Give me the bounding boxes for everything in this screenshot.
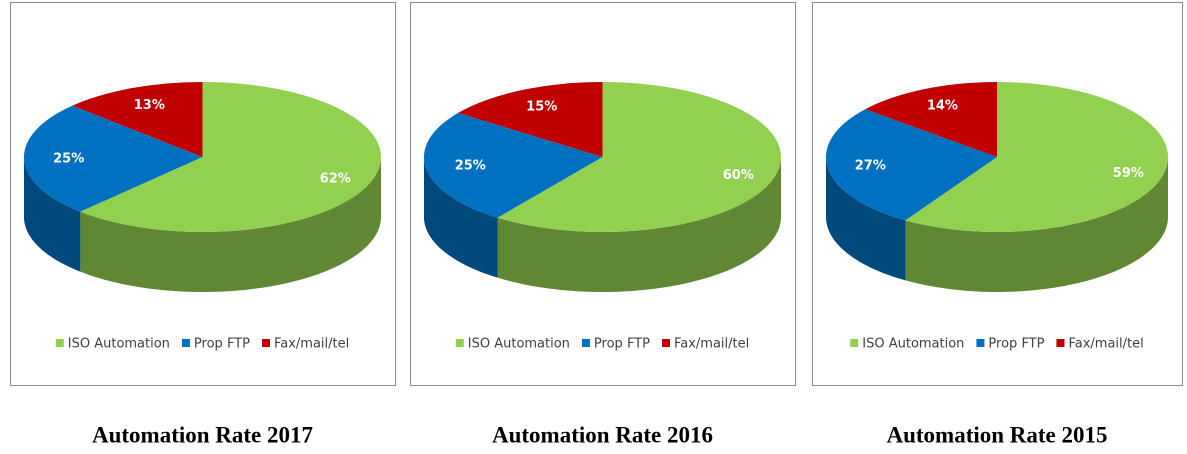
slice-side: [24, 157, 81, 272]
pie-slice: [497, 82, 781, 232]
legend: ISO Automation Prop FTP Fax/mail/tel: [55, 337, 349, 352]
data-label: 62%: [320, 172, 351, 187]
pie-slice: [424, 112, 603, 218]
data-label: 25%: [455, 158, 486, 173]
slice-side: [497, 157, 781, 292]
pie-slice: [865, 82, 997, 157]
legend-swatch: [455, 339, 464, 347]
legend-swatch: [661, 339, 670, 347]
legend: ISO Automation Prop FTP Fax/mail/tel: [850, 337, 1144, 352]
legend-label: Prop FTP: [594, 337, 650, 352]
legend-swatch: [261, 339, 270, 347]
legend-swatch: [1056, 339, 1065, 347]
slice-side-shade: [24, 157, 81, 272]
slice-side-shade: [905, 157, 1168, 292]
pie-slice: [80, 82, 381, 233]
legend-swatch: [581, 339, 590, 347]
data-label: 27%: [855, 158, 886, 173]
chart-title: Automation Rate 2016: [492, 422, 713, 447]
chart-title: Automation Rate 2015: [886, 422, 1107, 447]
legend-label: ISO Automation: [68, 337, 170, 352]
pie-slice: [72, 82, 203, 157]
pie-slice: [458, 82, 603, 157]
slice-side: [424, 157, 498, 278]
data-label: 14%: [927, 99, 958, 114]
data-label: 60%: [723, 168, 754, 183]
pie-slice: [24, 105, 203, 212]
legend: ISO Automation Prop FTP Fax/mail/tel: [455, 337, 749, 352]
pie-slice: [826, 109, 997, 221]
slice-side-shade: [424, 157, 498, 278]
legend-label: Fax/mail/tel: [274, 337, 349, 352]
legend-label: Fax/mail/tel: [1068, 337, 1143, 352]
legend-label: Prop FTP: [988, 337, 1044, 352]
legend-swatch: [55, 339, 64, 347]
legend-label: Prop FTP: [194, 337, 250, 352]
data-label: 25%: [53, 151, 84, 166]
legend-label: Fax/mail/tel: [674, 337, 749, 352]
slice-side-shade: [80, 157, 381, 292]
slice-side-shade: [826, 157, 906, 281]
data-label: 15%: [526, 99, 557, 114]
legend-swatch: [976, 339, 985, 347]
slice-side-shade: [497, 157, 781, 292]
legend-swatch: [850, 339, 859, 347]
data-label: 13%: [134, 98, 165, 113]
data-label: 59%: [1113, 166, 1144, 181]
legend-label: ISO Automation: [468, 337, 570, 352]
chart-title: Automation Rate 2017: [92, 422, 313, 447]
pie-slice: [905, 82, 1168, 233]
slice-side: [826, 157, 906, 281]
slice-side: [905, 157, 1168, 292]
slice-side: [80, 157, 381, 292]
legend-swatch: [181, 339, 190, 347]
legend-label: ISO Automation: [862, 337, 964, 352]
